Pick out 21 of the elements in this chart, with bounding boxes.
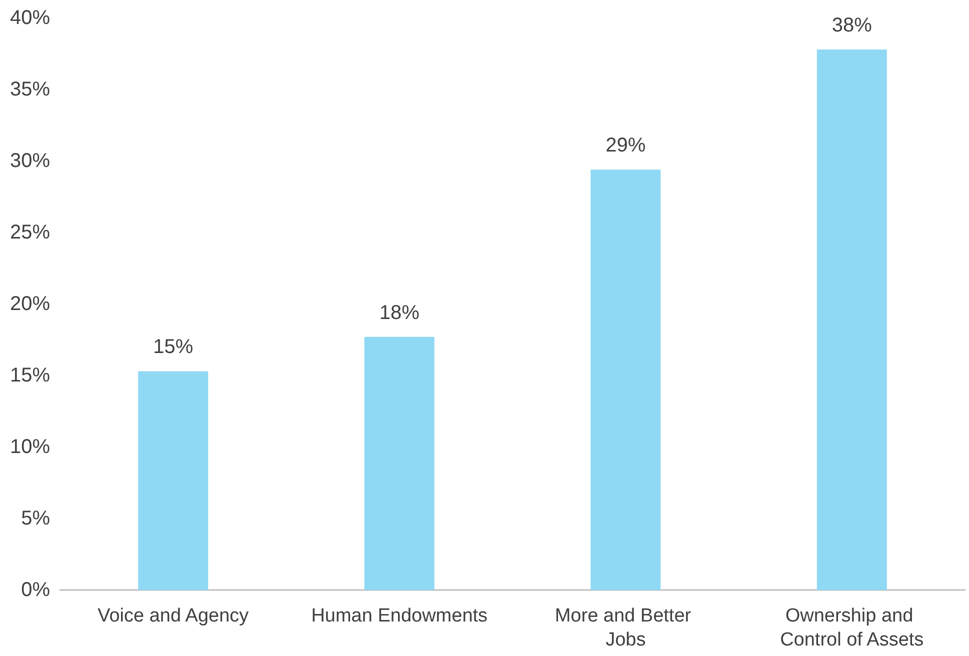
data-label: 18%	[379, 302, 420, 324]
y-tick-label: 25%	[10, 222, 50, 244]
y-tick-label: 30%	[10, 150, 50, 172]
y-tick-label: 40%	[10, 7, 50, 29]
bar	[590, 170, 661, 590]
x-tick-label: Voice and Agency	[98, 606, 250, 626]
y-tick-label: 15%	[10, 364, 50, 386]
y-tick-label: 20%	[10, 293, 50, 315]
y-tick-label: 0%	[21, 579, 50, 601]
y-tick-label: 35%	[10, 78, 50, 100]
x-tick-label: More and Better Jobs	[554, 606, 696, 650]
y-tick-label: 10%	[10, 436, 50, 458]
y-tick-label: 5%	[21, 508, 50, 530]
bar	[138, 371, 208, 590]
data-label: 15%	[153, 336, 194, 358]
bar	[364, 336, 434, 590]
x-tick-label: Human Endowments	[311, 606, 488, 626]
data-label: 38%	[832, 14, 872, 36]
bar	[816, 49, 887, 590]
data-label: 29%	[606, 134, 646, 157]
x-tick-label: Ownership and Control of Assets	[780, 606, 924, 650]
